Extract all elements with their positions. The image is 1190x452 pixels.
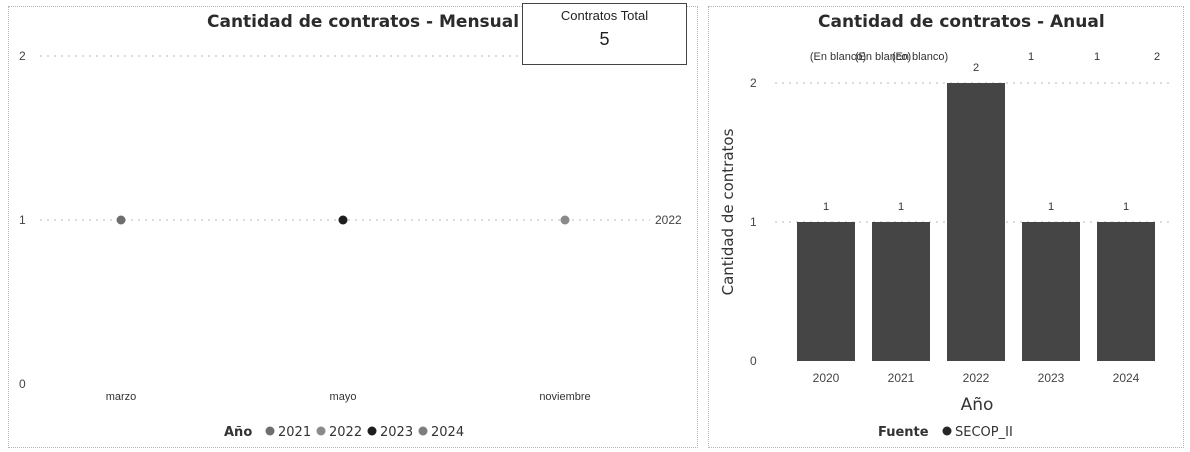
annual-legend-title: Fuente [878,425,929,440]
monthly-chart-points [116,215,570,225]
monthly-x-tick-label: marzo [106,391,137,403]
monthly-point-2023[interactable] [338,215,348,225]
monthly-legend-item: 2022 [329,425,362,440]
annual-top-label: (En blanco) [892,51,948,63]
annual-bar-data-label: 1 [898,201,904,213]
monthly-x-tick-label: mayo [330,391,357,403]
annual-chart-y-ticks: 0 1 2 [750,76,757,368]
annual-top-label: (En blanco) [855,51,911,63]
annual-y-tick-label: 2 [750,76,757,90]
annual-chart-bars: 1 2020 1 2021 2 2022 1 2023 1 2024 [797,62,1155,385]
annual-bar-2022[interactable] [947,83,1005,361]
annual-legend-item: SECOP_II [955,425,1013,440]
annual-bar-2024[interactable] [1097,222,1155,361]
annual-chart-legend[interactable]: Fuente SECOP_II [878,425,1013,440]
monthly-legend-item: 2021 [278,425,311,440]
monthly-chart-y-ticks: 0 1 2 [19,49,26,391]
annual-x-tick-label: 2024 [1113,371,1140,385]
monthly-chart-x-ticks: marzo mayo noviembre [106,391,591,403]
annual-x-tick-label: 2021 [888,371,915,385]
total-contracts-value: 5 [599,29,610,49]
annual-chart-x-axis-title: Año [961,395,994,415]
annual-top-label: 1 [1028,51,1034,63]
annual-chart-title: Cantidad de contratos - Anual [818,12,1105,32]
monthly-legend-marker [316,426,326,436]
annual-bar-data-label: 1 [1048,201,1054,213]
annual-bar-data-label: 1 [823,201,829,213]
total-contracts-card[interactable]: Contratos Total 5 [522,3,687,65]
monthly-chart-panel [8,6,698,448]
total-contracts-label: Contratos Total [560,8,649,23]
annual-chart-y-axis-title: Cantidad de contratos [719,128,737,295]
monthly-chart-title: Cantidad de contratos - Mensual [207,12,520,32]
monthly-legend-title: Año [224,425,252,440]
annual-x-tick-label: 2020 [813,371,840,385]
annual-top-label: (En blanco) [810,51,866,63]
annual-chart-top-labels: (En blanco)(En blanco)(En blanco) 1 1 2 [810,51,1160,63]
monthly-legend-marker [265,426,275,436]
annual-bar-2021[interactable] [872,222,930,361]
annual-x-tick-label: 2023 [1038,371,1065,385]
monthly-y-tick-label: 0 [19,377,26,391]
annual-legend-marker [942,426,952,436]
monthly-point-2022[interactable] [560,215,570,225]
monthly-x-tick-label: noviembre [539,391,590,403]
monthly-y-tick-label: 1 [19,213,26,227]
monthly-point-2021[interactable] [116,215,126,225]
annual-bar-2020[interactable] [797,222,855,361]
annual-top-label: 2 [1154,51,1160,63]
annual-top-label: 1 [1094,51,1100,63]
monthly-chart-end-label: 2022 [655,213,682,227]
annual-bar-data-label: 1 [1123,201,1129,213]
annual-bar-2023[interactable] [1022,222,1080,361]
annual-y-tick-label: 1 [750,215,757,229]
annual-bar-data-label: 2 [973,62,979,74]
monthly-chart-gridlines [40,55,650,221]
monthly-legend-marker [367,426,377,436]
annual-x-tick-label: 2022 [963,371,990,385]
monthly-legend-marker [418,426,428,436]
monthly-chart-legend[interactable]: Año 2021 2022 2023 2024 [224,425,464,440]
monthly-legend-item: 2024 [431,425,464,440]
monthly-y-tick-label: 2 [19,49,26,63]
annual-y-tick-label: 0 [750,354,757,368]
monthly-legend-item: 2023 [380,425,413,440]
